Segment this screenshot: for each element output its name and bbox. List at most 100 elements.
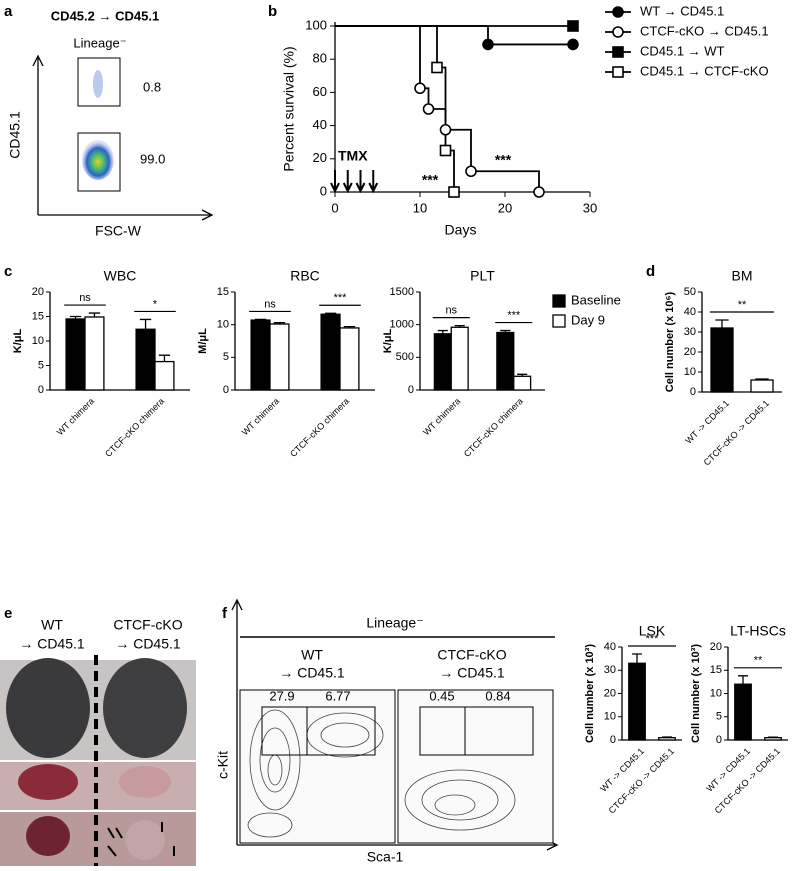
chart-title: WBC	[104, 268, 137, 284]
gate-value: 99.0	[140, 151, 165, 166]
bar	[451, 327, 468, 390]
bar	[136, 329, 155, 390]
panel-label: e	[4, 605, 12, 622]
survival-marker	[449, 187, 459, 197]
error-bar	[140, 319, 151, 329]
legend-label: Baseline	[571, 292, 621, 307]
y-tick-label: 30	[684, 326, 696, 338]
y-tick-label: 40	[684, 306, 696, 318]
group-label: WT	[41, 617, 63, 633]
survival-marker	[432, 63, 442, 73]
legend-marker	[613, 67, 623, 77]
significance: **	[754, 655, 763, 667]
flow-plot-a: CD45.2 → CD45.1 Lineage⁻ 0.8 99.0 CD45.1…	[7, 8, 212, 238]
y-tick-label: 50	[684, 286, 696, 298]
y-tick-label: 20	[684, 346, 696, 358]
legend-label: Day 9	[571, 312, 605, 327]
axis-label: Days	[445, 222, 477, 238]
significance: ns	[445, 305, 457, 317]
treatment-arrow	[331, 170, 339, 191]
x-tick-label: 20	[498, 200, 512, 215]
bar	[659, 738, 676, 740]
chart-title: PLT	[470, 268, 495, 284]
group-label: CTCF-cKO	[437, 647, 506, 663]
bar	[735, 684, 752, 740]
panel-label: b	[268, 3, 277, 20]
y-tick-label: 0	[610, 734, 616, 746]
y-tick-label: 5	[38, 359, 44, 371]
axis-label: M/μL	[197, 328, 209, 354]
x-tick-label: 0	[331, 200, 338, 215]
x-tick-label: WT chimera	[55, 396, 96, 437]
y-tick-label: 500	[396, 351, 414, 363]
y-tick-label: 30	[604, 664, 616, 676]
group-label: WT	[301, 647, 323, 663]
bar	[434, 334, 451, 390]
survival-marker	[441, 125, 451, 135]
significance: ***	[422, 172, 439, 188]
axes	[33, 56, 212, 220]
plot-frame	[240, 690, 395, 843]
survival-marker	[534, 187, 544, 197]
legend-marker	[613, 47, 623, 57]
chart-title: RBC	[290, 268, 320, 284]
group-label: → CD45.1	[279, 665, 345, 681]
bar	[765, 738, 782, 740]
significance: ***	[507, 309, 521, 321]
axis-label: K/μL	[382, 328, 394, 353]
y-tick-label: 0	[690, 386, 696, 398]
axis-label: Cell number (x 10⁶)	[664, 291, 676, 392]
survival-marker	[466, 166, 476, 176]
legend-swatch	[553, 295, 565, 307]
axis	[335, 22, 590, 192]
legend-label: WT → CD45.1	[640, 3, 724, 18]
y-tick-label: 1500	[390, 286, 414, 298]
gate-value: 6.77	[325, 688, 350, 703]
axis-label: FSC-W	[95, 223, 142, 239]
treatment-arrow	[344, 170, 352, 191]
x-tick-label: 10	[413, 200, 427, 215]
x-tick-label: 30	[583, 200, 597, 215]
survival-marker	[441, 146, 451, 156]
y-tick-label: 20	[32, 286, 44, 298]
significance: ***	[334, 292, 348, 304]
gate-title: Lineage⁻	[366, 615, 423, 631]
treatment-label: TMX	[338, 148, 368, 164]
axis-label: Sca-1	[367, 849, 404, 865]
bar	[85, 317, 104, 390]
photo	[119, 766, 171, 798]
y-tick-label: 20	[710, 641, 722, 653]
photo	[103, 658, 187, 758]
y-tick-label: 5	[223, 351, 229, 363]
legend-label: CTCF-cKO → CD45.1	[640, 23, 769, 38]
x-tick-label: CTCF-cKO chimera	[103, 396, 166, 459]
survival-marker	[483, 39, 493, 49]
treatment-arrow	[369, 170, 377, 191]
gate-value: 27.9	[269, 688, 294, 703]
y-tick-label: 10	[32, 335, 44, 347]
gate-value: 0.84	[485, 688, 510, 703]
axis-label: Percent survival (%)	[281, 46, 297, 171]
photo-panel: WT → CD45.1 CTCF-cKO → CD45.1	[0, 617, 196, 866]
bar	[629, 663, 646, 740]
legend-swatch	[553, 315, 565, 327]
y-tick-label: 15	[710, 664, 722, 676]
x-tick-label: WT chimera	[421, 396, 462, 437]
bar	[321, 314, 340, 390]
panel-label: d	[646, 263, 655, 280]
y-tick-label: 15	[32, 310, 44, 322]
y-tick-label: 20	[313, 150, 327, 165]
bar	[155, 362, 174, 390]
gate-value: 0.8	[143, 79, 161, 94]
significance: **	[738, 299, 747, 311]
error-bar	[255, 319, 266, 320]
axis-label: K/μL	[12, 328, 24, 353]
bar	[66, 319, 85, 390]
chart-title: LT-HSCs	[730, 623, 786, 639]
x-tick-label: CTCF-cKO chimera	[462, 396, 525, 459]
survival-marker	[568, 21, 578, 31]
error-bar	[662, 737, 672, 738]
axis-label: c-Kit	[215, 751, 231, 779]
error-bar	[715, 320, 728, 328]
